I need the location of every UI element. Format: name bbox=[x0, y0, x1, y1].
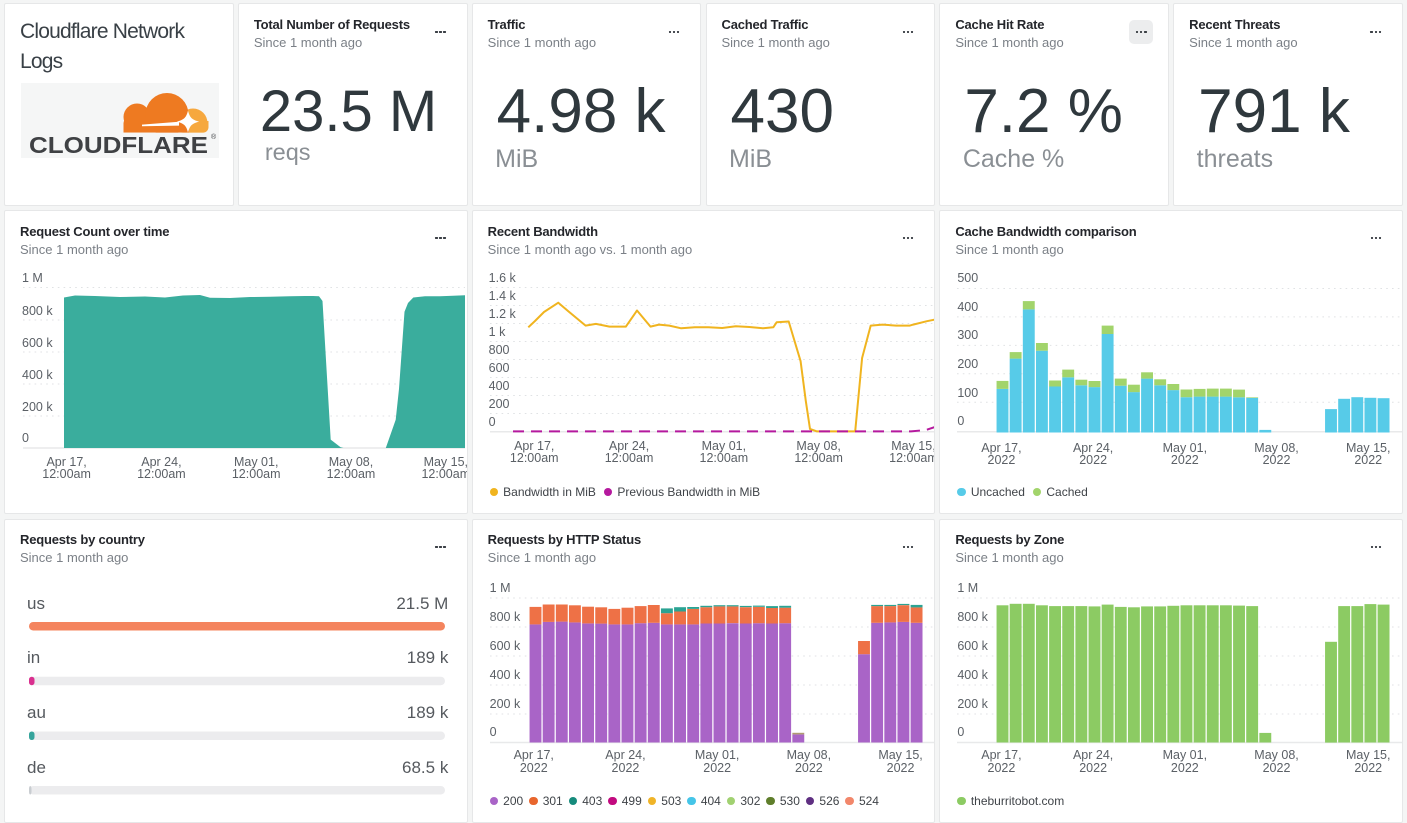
svg-text:®: ® bbox=[211, 133, 217, 141]
svg-text:CLOUDFLARE: CLOUDFLARE bbox=[29, 132, 208, 158]
